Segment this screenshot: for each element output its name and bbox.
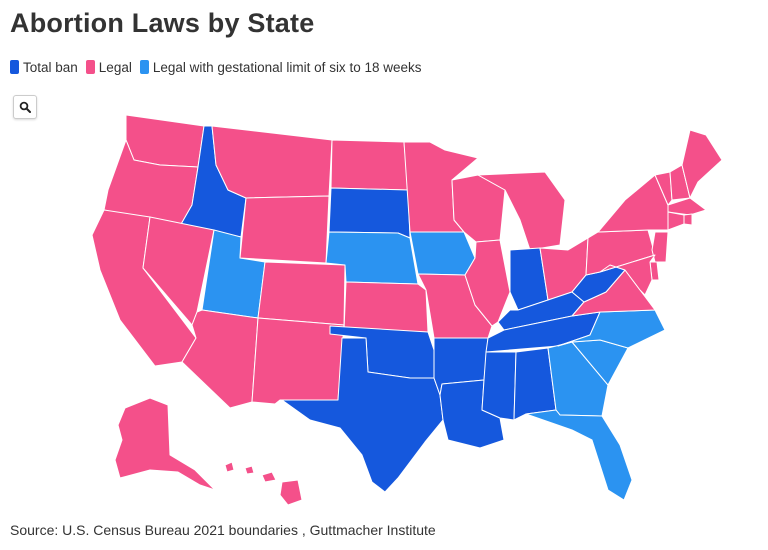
state-ak[interactable] [114,397,216,491]
state-wa[interactable] [125,114,205,168]
state-ct[interactable] [667,211,685,231]
legend-item-total-ban[interactable]: Total ban [10,60,78,75]
state-sd[interactable] [328,187,411,239]
legend-item-legal[interactable]: Legal [85,59,132,75]
source-note: Source: U.S. Census Bureau 2021 boundari… [10,522,436,538]
state-ks[interactable] [343,281,429,333]
state-il[interactable] [464,239,511,327]
state-wy[interactable] [239,195,330,264]
legend: Total ban Legal Legal with gestational l… [10,58,425,76]
state-ri[interactable] [683,213,693,226]
state-tx[interactable] [281,337,444,493]
state-ms[interactable] [481,351,517,421]
state-mi[interactable] [477,171,566,251]
state-md[interactable] [599,254,656,296]
legend-label-total-ban: Total ban [23,59,78,75]
state-mt[interactable] [211,125,333,199]
state-ny[interactable] [597,174,669,233]
state-co[interactable] [257,261,346,326]
legend-label-legal: Legal [98,59,132,75]
state-ia[interactable] [409,231,476,276]
state-fl[interactable] [525,409,633,501]
legend-swatch-legal [85,60,95,74]
us-map [91,114,723,506]
state-nj[interactable] [651,231,669,263]
state-nc[interactable] [557,309,666,349]
search-icon [19,101,31,113]
legend-swatch-gestational-limit [139,60,149,74]
legend-label-gestational-limit: Legal with gestational limit of six to 1… [152,59,422,75]
state-me[interactable] [681,129,723,199]
state-ma[interactable] [667,197,707,216]
legend-swatch-total-ban [10,60,19,74]
state-nd[interactable] [330,139,409,191]
legend-item-gestational-limit[interactable]: Legal with gestational limit of six to 1… [139,59,422,75]
map-title: Abortion Laws by State [10,8,315,38]
state-az[interactable] [181,309,259,409]
search-button[interactable] [13,95,37,119]
state-hi[interactable] [224,461,303,506]
